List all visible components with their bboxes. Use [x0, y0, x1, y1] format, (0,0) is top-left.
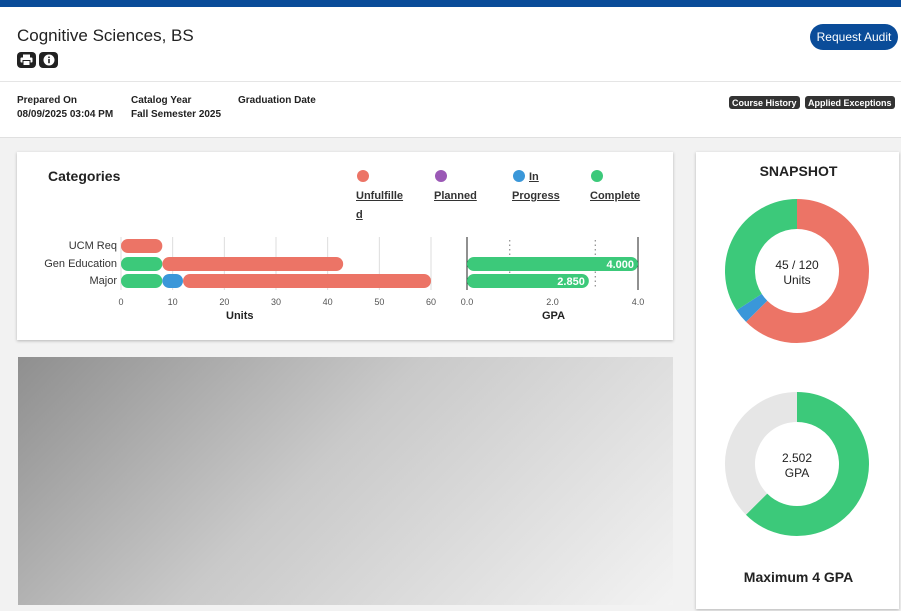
gpa-donut-earned-slice: [745, 392, 869, 536]
units-tick-label: 50: [374, 297, 384, 307]
units-bar-unfulfilled: [162, 257, 344, 271]
row-label-ucm-req: UCM Req: [68, 240, 117, 252]
printer-glyph: [20, 54, 33, 66]
complete-legend-dot: [591, 170, 603, 182]
graduation-date-label: Graduation Date: [238, 95, 316, 106]
units-tick-label: 10: [168, 297, 178, 307]
units-tick-label: 20: [219, 297, 229, 307]
maximum-gpa-label: Maximum 4 GPA: [743, 569, 854, 585]
course-history-button[interactable]: Course History: [729, 96, 800, 109]
units-donut-chart: [725, 199, 869, 343]
units-axis-title: Units: [226, 310, 254, 322]
unfulfilled-legend-dot: [357, 170, 369, 182]
gpa-bar: [467, 257, 638, 271]
catalog-year-value: Fall Semester 2025: [131, 109, 222, 120]
categories-title: Categories: [48, 168, 121, 184]
units-tick-label: 30: [271, 297, 281, 307]
units-count-text: 45 / 120: [775, 258, 819, 272]
planned-legend-dot: [435, 170, 447, 182]
gpa-label-text: GPA: [784, 466, 810, 480]
legend-unfulfilled[interactable]: Unfulfilled: [356, 190, 404, 221]
page-header: Cognitive Sciences, BS Request Audit Pre…: [0, 7, 901, 138]
units-donut-in-progress-slice: [736, 293, 768, 322]
snapshot-title: SNAPSHOT: [759, 163, 838, 179]
gpa-tick-label: 2.0: [546, 297, 559, 307]
applied-exceptions-button[interactable]: Applied Exceptions: [805, 96, 895, 109]
row-label-major: Major: [89, 275, 117, 287]
units-tick-label: 0: [118, 297, 123, 307]
printer-icon[interactable]: [17, 52, 36, 68]
gpa-axis-title: GPA: [542, 310, 566, 322]
request-audit-button[interactable]: Request Audit: [810, 24, 898, 50]
info-icon[interactable]: [39, 52, 58, 68]
units-bar-unfulfilled: [121, 239, 163, 253]
info-glyph: [43, 54, 54, 66]
header-divider: [0, 81, 901, 82]
prepared-on-value: 08/09/2025 03:04 PM: [17, 109, 114, 120]
gpa-donut-center: 2.502 GPA: [762, 451, 832, 481]
units-donut-complete-slice: [725, 199, 798, 311]
top-accent-bar: [0, 0, 901, 7]
gpa-tick-label: 0.0: [461, 297, 474, 307]
row-label-gen-education: Gen Education: [44, 258, 117, 270]
legend-complete[interactable]: Complete: [590, 190, 641, 202]
snapshot-card: SNAPSHOT 45 / 120 Units 2.502 GPA Maximu…: [696, 152, 899, 609]
gpa-donut-chart: [725, 392, 869, 536]
gpa-value-text: 2.502: [781, 451, 813, 465]
legend-planned[interactable]: Planned: [434, 190, 477, 202]
prepared-on-label: Prepared On: [17, 95, 78, 106]
units-donut-unfulfilled-slice: [746, 199, 869, 343]
gpa-bar-data-label: 2.850: [557, 276, 585, 288]
gpa-bar: [467, 274, 589, 288]
units-bar-in-progress: [162, 274, 183, 288]
units-tick-label: 40: [323, 297, 333, 307]
units-bar-unfulfilled: [183, 274, 431, 288]
gpa-tick-label: 4.0: [632, 297, 645, 307]
legend-in-progress[interactable]: In Progress: [512, 171, 560, 202]
units-donut-center: 45 / 120 Units: [762, 258, 832, 288]
page-title: Cognitive Sciences, BS: [17, 26, 194, 45]
loading-placeholder-image: [18, 357, 673, 605]
gpa-donut-remaining-slice: [725, 392, 798, 515]
units-label-text: Units: [783, 273, 811, 287]
categories-chart: 0 10 20 30 40 50 60 0.0 2.0 4.0 4.000 2.850: [118, 237, 645, 307]
in-progress-legend-dot: [513, 170, 525, 182]
units-tick-label: 60: [426, 297, 436, 307]
catalog-year-label: Catalog Year: [131, 95, 192, 106]
gpa-bar-data-label: 4.000: [606, 259, 634, 271]
units-bar-complete: [121, 274, 163, 288]
categories-card: Categories Unfulfilled Planned In Progre…: [17, 152, 673, 340]
units-bar-complete: [121, 257, 163, 271]
